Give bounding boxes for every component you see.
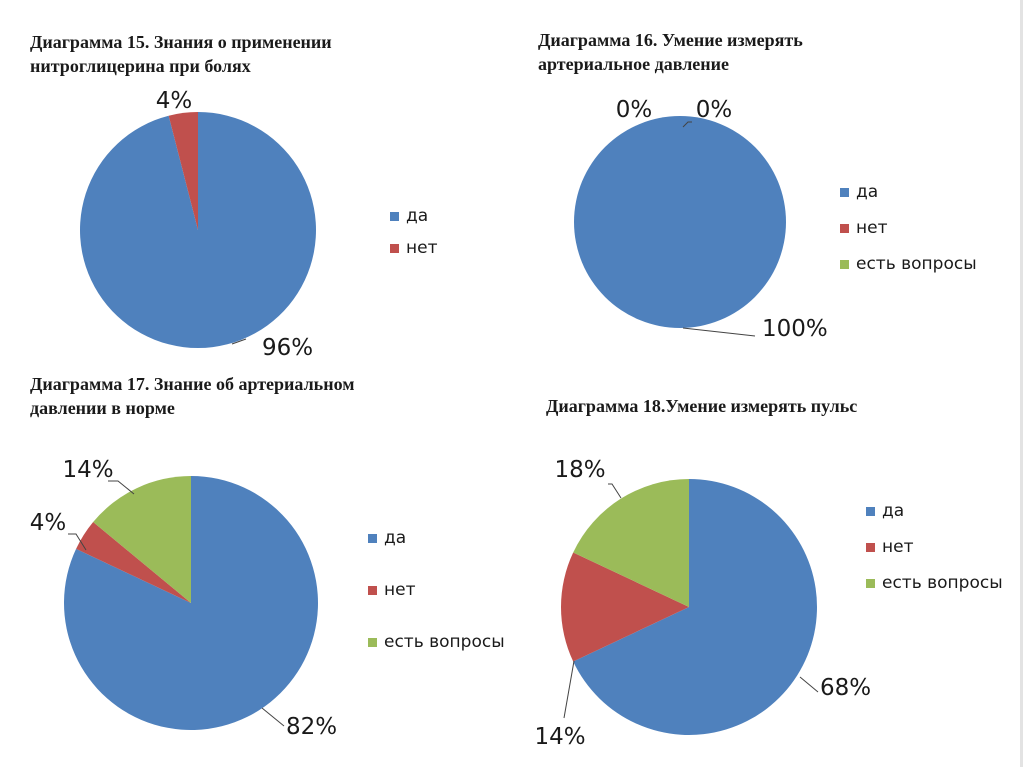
legend-label: есть вопросы: [882, 573, 1003, 593]
pie-slice: [79, 112, 316, 348]
data-label: 68%: [820, 675, 871, 701]
pie-slice: [93, 476, 191, 603]
legend-label: нет: [856, 218, 888, 238]
legend-swatch: [368, 585, 377, 595]
legend-item: нет: [866, 529, 1003, 565]
data-label: 18%: [554, 457, 605, 483]
pie-slice: [573, 479, 689, 607]
legend-label: нет: [384, 580, 416, 600]
data-label: 0%: [616, 97, 653, 123]
legend-item: нет: [368, 564, 505, 616]
chart-legend: да нет есть вопросы: [840, 174, 977, 282]
leader-line: [68, 533, 87, 551]
legend-item: да: [390, 200, 437, 232]
data-label: 100%: [762, 316, 828, 342]
leader-line: [261, 707, 285, 727]
legend-item: да: [840, 174, 977, 210]
pie-slice: [76, 522, 191, 603]
legend-item: есть вопросы: [866, 565, 1003, 601]
legend-swatch: [390, 211, 399, 221]
chart-title-line: Диаграмма 16. Умение измерять: [538, 30, 803, 50]
legend-swatch: [840, 187, 849, 197]
pie-slice: [64, 476, 319, 730]
legend-label: да: [882, 501, 905, 521]
data-label: 82%: [286, 714, 337, 740]
legend-swatch: [368, 533, 377, 543]
chart-title: Диаграмма 18.Умение измерять пульс: [546, 394, 857, 418]
legend-label: да: [856, 182, 879, 202]
chart-title: Диаграмма 17. Знание об артериальном дав…: [30, 372, 355, 420]
chart-legend: да нет есть вопросы: [866, 493, 1003, 601]
chart-title-line: давлении в норме: [30, 398, 175, 418]
data-label: 14%: [534, 724, 585, 750]
legend-label: да: [384, 528, 407, 548]
legend-label: нет: [882, 537, 914, 557]
leader-line: [799, 676, 819, 693]
leader-line: [563, 660, 575, 719]
pie-slice: [561, 552, 689, 662]
chart-title-line: Диаграмма 15. Знания о применении: [30, 32, 332, 52]
leader-line: [231, 338, 247, 345]
legend-swatch: [840, 223, 849, 233]
legend-swatch: [390, 243, 399, 253]
chart-title-line: Диаграмма 17. Знание об артериальном: [30, 374, 355, 394]
legend-label: нет: [406, 238, 438, 258]
legend-label: да: [406, 206, 429, 226]
chart-title-line: артериальное давление: [538, 54, 730, 74]
pie-slice: [573, 479, 817, 735]
legend-item: да: [368, 512, 505, 564]
legend-swatch: [368, 637, 377, 647]
legend-swatch: [866, 506, 875, 516]
data-label: 14%: [62, 457, 113, 483]
data-label: 0%: [696, 97, 733, 123]
legend-swatch: [866, 578, 875, 588]
leader-line: [682, 327, 756, 337]
pie-slice: [574, 116, 786, 328]
data-label: 4%: [156, 88, 193, 114]
legend-item: есть вопросы: [368, 616, 505, 668]
legend-item: есть вопросы: [840, 246, 977, 282]
chart-title-line: нитроглицерина при болях: [30, 56, 251, 76]
chart-legend: да нет: [390, 200, 437, 264]
chart-title-line: Диаграмма 18.Умение измерять пульс: [546, 396, 858, 416]
legend-item: да: [866, 493, 1003, 529]
chart-title: Диаграмма 15. Знания о применении нитрог…: [30, 30, 332, 78]
legend-item: нет: [390, 232, 437, 264]
legend-swatch: [866, 542, 875, 552]
legend-label: есть вопросы: [856, 254, 977, 274]
legend-item: нет: [840, 210, 977, 246]
leader-line: [608, 483, 622, 499]
pie-slice: [168, 112, 198, 230]
chart-legend: да нет есть вопросы: [368, 512, 505, 668]
data-label: 4%: [30, 510, 67, 536]
leader-line: [108, 480, 135, 495]
legend-label: есть вопросы: [384, 632, 505, 652]
legend-swatch: [840, 259, 849, 269]
leader-line: [682, 121, 692, 128]
data-label: 96%: [262, 335, 313, 361]
chart-title: Диаграмма 16. Умение измерять артериальн…: [538, 28, 803, 76]
